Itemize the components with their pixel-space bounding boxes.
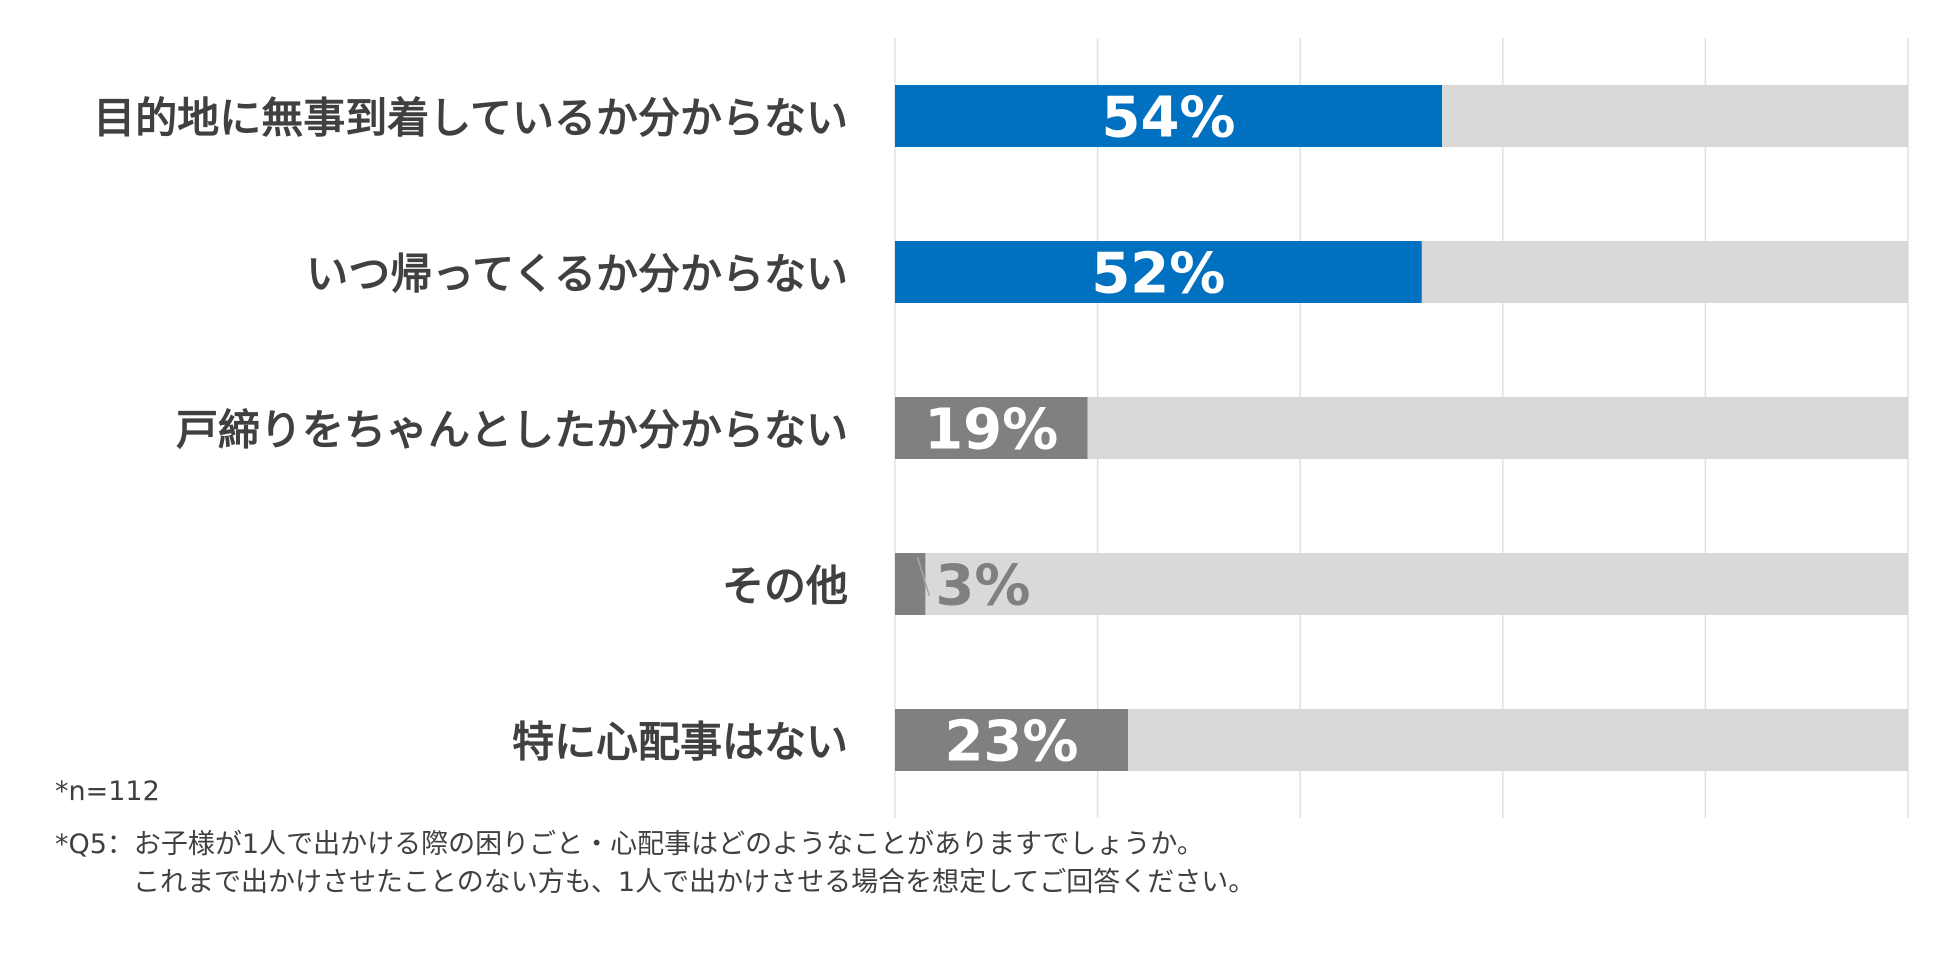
bar-value-label: 3%	[935, 554, 1030, 619]
category-label: 目的地に無事到着しているか分からない	[93, 94, 848, 143]
bar	[895, 553, 926, 615]
category-label: 戸締りをちゃんとしたか分からない	[176, 406, 848, 455]
question-note-line2: これまで出かけさせたことのない方も、1人で出かけさせる場合を想定してご回答くださ…	[133, 867, 1256, 898]
bar-value-label: 52%	[1091, 242, 1225, 307]
bar-remainder	[1087, 397, 1908, 459]
category-label: いつ帰ってくるか分からない	[306, 250, 848, 299]
bar-remainder	[1442, 85, 1908, 147]
bar	[895, 241, 1422, 303]
bar-value-label: 23%	[944, 710, 1078, 775]
bar-value-label: 54%	[1101, 86, 1235, 151]
bar	[895, 709, 1128, 771]
category-label: 特に心配事はない	[512, 718, 848, 767]
category-label: その他	[722, 562, 848, 611]
category-labels: 54% 目的地に無事到着しているか分からない 52% いつ帰ってくるか分からない 19%…	[93, 86, 1235, 775]
bars	[895, 85, 1908, 771]
sample-size-note: *n=112	[55, 776, 160, 807]
bar-remainder	[925, 553, 1908, 615]
bar-remainder	[1127, 709, 1908, 771]
bar	[895, 85, 1443, 147]
question-note-line1: *Q5：お子様が1人で出かける際の困りごと・心配事はどのようなことがありますでし…	[55, 829, 1204, 860]
bar	[895, 397, 1088, 459]
bar-value-label: 19%	[924, 398, 1058, 463]
bar-remainder	[1421, 241, 1908, 303]
leader-line	[916, 556, 931, 597]
